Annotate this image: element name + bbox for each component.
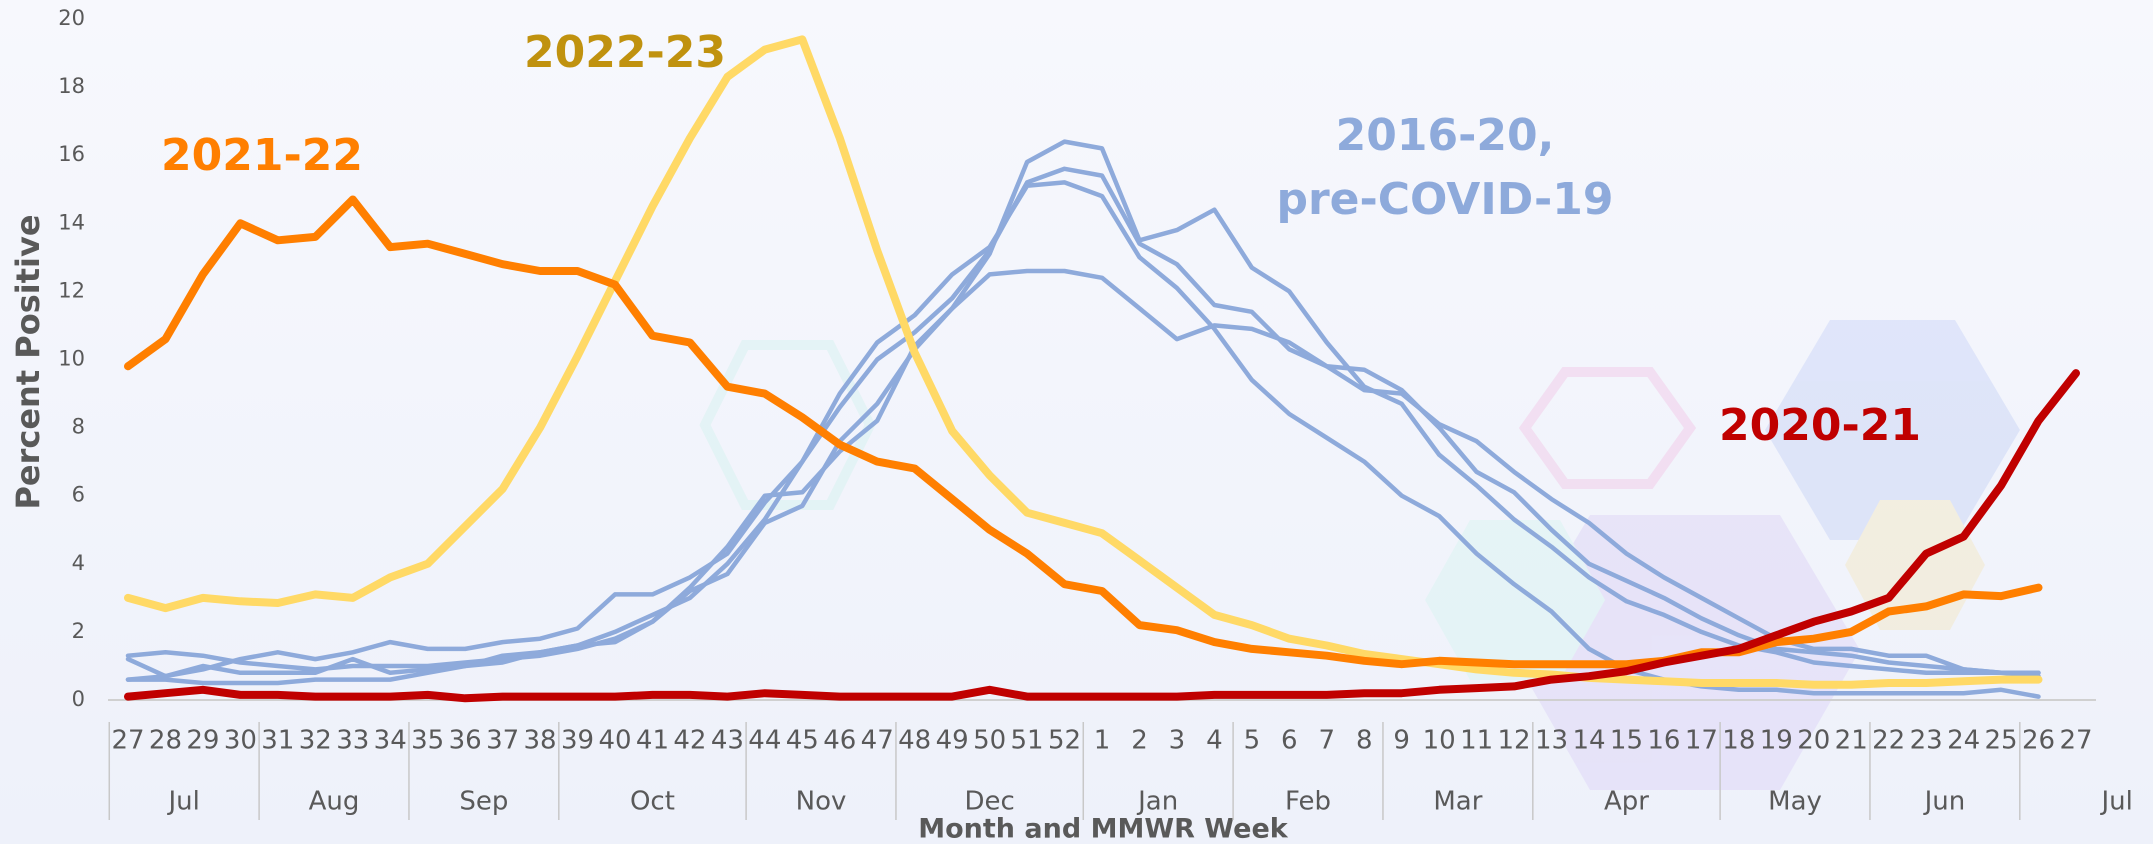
y-tick-label: 0 xyxy=(72,687,85,711)
y-tick-label: 18 xyxy=(58,74,85,98)
y-tick-label: 20 xyxy=(58,6,85,30)
x-tick-label: 32 xyxy=(299,726,332,756)
x-tick-label: 20 xyxy=(1797,726,1830,756)
x-tick-label: 43 xyxy=(711,726,744,756)
month-label: Aug xyxy=(309,787,360,817)
x-tick-label: 52 xyxy=(1048,726,1081,756)
month-label: Oct xyxy=(630,787,675,817)
month-label: Jun xyxy=(1923,787,1966,817)
x-tick-label: 2 xyxy=(1131,726,1148,756)
x-tick-label: 25 xyxy=(1985,726,2018,756)
y-tick-label: 4 xyxy=(72,551,85,575)
x-tick-label: 7 xyxy=(1318,726,1335,756)
x-tick-label: 46 xyxy=(823,726,856,756)
x-tick-label: 28 xyxy=(149,726,182,756)
x-tick-label: 1 xyxy=(1094,726,1111,756)
series-label: 2020-21 xyxy=(1719,400,1921,451)
x-tick-label: 23 xyxy=(1910,726,1943,756)
x-tick-label: 18 xyxy=(1722,726,1755,756)
x-tick-label: 6 xyxy=(1281,726,1298,756)
x-tick-label: 34 xyxy=(374,726,407,756)
x-tick-label: 3 xyxy=(1169,726,1186,756)
month-label: Mar xyxy=(1433,787,1482,817)
month-label: Jul xyxy=(2100,787,2133,817)
annotation: pre-COVID-19 xyxy=(1276,174,1613,225)
x-tick-label: 29 xyxy=(186,726,219,756)
x-tick-label: 49 xyxy=(936,726,969,756)
x-tick-label: 4 xyxy=(1206,726,1223,756)
x-tick-label: 15 xyxy=(1610,726,1643,756)
page: {"chart_data": {"type": "line", "x_label… xyxy=(0,0,2153,844)
x-tick-label: 10 xyxy=(1423,726,1456,756)
y-tick-label: 8 xyxy=(72,415,85,439)
y-tick-label: 6 xyxy=(72,483,85,507)
x-tick-label: 30 xyxy=(224,726,257,756)
month-label: Apr xyxy=(1604,787,1649,817)
y-tick-label: 2 xyxy=(72,619,85,643)
x-tick-label: 40 xyxy=(598,726,631,756)
x-tick-label: 21 xyxy=(1835,726,1868,756)
x-tick-label: 12 xyxy=(1498,726,1531,756)
x-tick-label: 35 xyxy=(411,726,444,756)
x-tick-label: 42 xyxy=(673,726,706,756)
y-tick-label: 12 xyxy=(58,278,85,302)
x-tick-label: 8 xyxy=(1356,726,1373,756)
y-tick-label: 14 xyxy=(58,210,85,234)
month-label: May xyxy=(1768,787,1822,817)
series-label: 2021-22 xyxy=(161,130,363,181)
x-tick-label: 48 xyxy=(898,726,931,756)
x-tick-label: 13 xyxy=(1535,726,1568,756)
x-tick-label: 24 xyxy=(1947,726,1980,756)
x-tick-label: 47 xyxy=(861,726,894,756)
month-label: Jan xyxy=(1136,787,1178,817)
series-label: 2022-23 xyxy=(524,27,726,78)
x-tick-label: 17 xyxy=(1685,726,1718,756)
x-tick-label: 9 xyxy=(1393,726,1410,756)
x-tick-label: 50 xyxy=(973,726,1006,756)
x-tick-label: 11 xyxy=(1460,726,1493,756)
x-tick-label: 33 xyxy=(336,726,369,756)
x-tick-label: 14 xyxy=(1572,726,1605,756)
x-tick-label: 36 xyxy=(449,726,482,756)
x-tick-label: 38 xyxy=(524,726,557,756)
month-label: Nov xyxy=(796,787,847,817)
x-tick-label: 45 xyxy=(786,726,819,756)
x-tick-label: 5 xyxy=(1244,726,1261,756)
month-label: Feb xyxy=(1285,787,1331,817)
month-label: Dec xyxy=(964,787,1014,817)
x-tick-label: 19 xyxy=(1760,726,1793,756)
x-tick-label: 16 xyxy=(1647,726,1680,756)
y-axis-title: Percent Positive xyxy=(9,214,47,509)
x-tick-label: 51 xyxy=(1011,726,1044,756)
x-tick-label: 41 xyxy=(636,726,669,756)
x-tick-label: 27 xyxy=(111,726,144,756)
month-label: Sep xyxy=(459,787,508,817)
x-tick-label: 27 xyxy=(2059,726,2092,756)
x-tick-label: 26 xyxy=(2022,726,2055,756)
annotation: 2016-20, xyxy=(1336,110,1555,161)
month-label: Jul xyxy=(167,787,200,817)
y-tick-label: 16 xyxy=(58,142,85,166)
x-tick-label: 31 xyxy=(261,726,294,756)
x-tick-label: 22 xyxy=(1872,726,1905,756)
x-tick-label: 37 xyxy=(486,726,519,756)
x-tick-label: 44 xyxy=(748,726,781,756)
y-tick-label: 10 xyxy=(58,347,85,371)
x-tick-label: 39 xyxy=(561,726,594,756)
chart: Month and MMWR Week Percent Positive 024… xyxy=(0,0,2153,844)
